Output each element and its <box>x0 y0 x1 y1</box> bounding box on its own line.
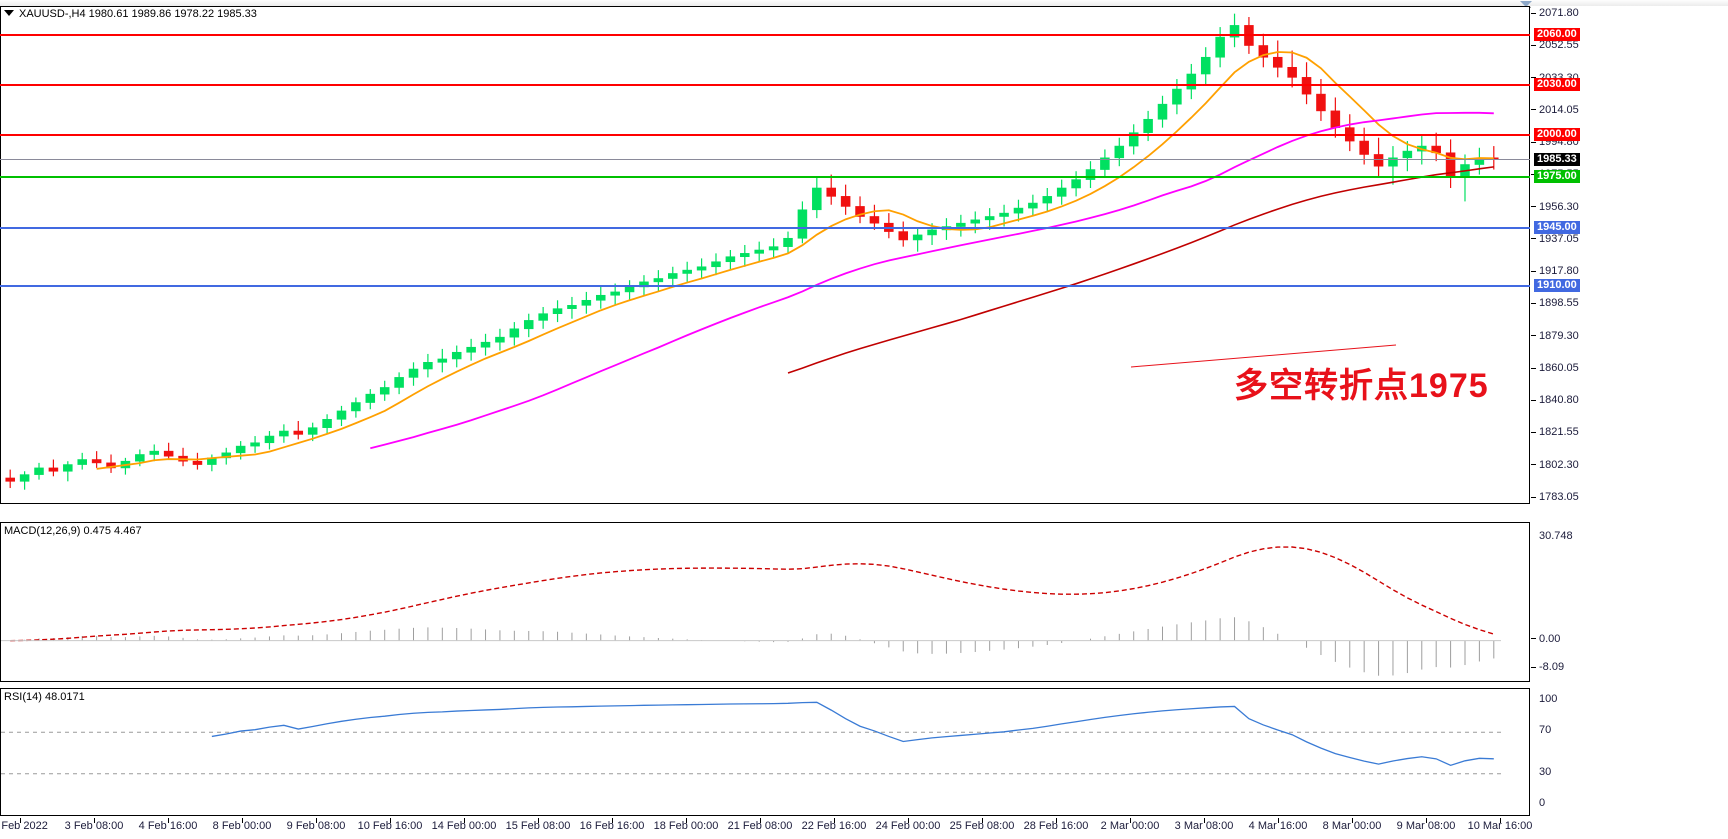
rsi-tick: 70 <box>1539 724 1552 737</box>
price-tick: 2071.80 <box>1531 7 1579 19</box>
turning-point-annotation: 多空转折点1975 <box>1234 367 1489 405</box>
macd-plot <box>1 546 1501 676</box>
rsi-tick: 0 <box>1539 797 1546 809</box>
level-line-resistance[interactable] <box>0 33 1530 36</box>
time-tick-mark <box>686 818 687 823</box>
time-tick-mark <box>168 818 169 823</box>
time-tick-mark <box>242 818 243 823</box>
time-tick-label: 24 Feb 00:00 <box>875 820 941 832</box>
time-tick-label: 4 Feb 16:00 <box>138 820 198 832</box>
price-tick: 1879.30 <box>1531 330 1579 342</box>
time-tick-label: 14 Feb 00:00 <box>431 820 497 832</box>
rsi-axis: 100 70 30 0 <box>1531 688 1728 816</box>
time-tick-label: 10 Mar 16:00 <box>1467 820 1533 832</box>
time-tick-mark <box>20 818 21 823</box>
time-tick-mark <box>1204 818 1205 823</box>
time-tick-mark <box>390 818 391 823</box>
macd-tick: -8.09 <box>1531 661 1564 673</box>
price-tick: 1898.55 <box>1531 297 1579 309</box>
price-axis[interactable]: 2071.802052.552033.302014.051994.801975.… <box>1531 6 1728 504</box>
time-tick-label: 9 Feb 08:00 <box>286 820 346 832</box>
price-tick: 1821.55 <box>1531 426 1579 438</box>
time-tick-mark <box>1056 818 1057 823</box>
time-tick-label: 18 Feb 00:00 <box>653 820 719 832</box>
time-tick-mark <box>1278 818 1279 823</box>
price-tick: 1860.05 <box>1531 362 1579 374</box>
level-tag[interactable]: 1975.00 <box>1534 170 1580 184</box>
chevron-down-icon[interactable] <box>1520 1 1532 7</box>
time-tick-mark <box>760 818 761 823</box>
time-tick-label: 25 Feb 08:00 <box>949 820 1015 832</box>
time-tick-mark <box>834 818 835 823</box>
time-tick-label: 15 Feb 08:00 <box>505 820 571 832</box>
time-tick-mark <box>94 818 95 823</box>
time-tick-mark <box>612 818 613 823</box>
time-axis[interactable]: 2 Feb 2022 3 Feb 08:00 4 Feb 16:00 8 Feb 00… <box>0 818 1728 839</box>
level-tag[interactable]: 2060.00 <box>1534 27 1580 41</box>
level-tag[interactable]: 2000.00 <box>1534 128 1580 142</box>
rsi-plot <box>1 701 1501 775</box>
price-tick: 1840.80 <box>1531 394 1579 406</box>
time-tick-label: 16 Feb 16:00 <box>579 820 645 832</box>
rsi-tick: 30 <box>1539 765 1552 778</box>
time-tick-label: 21 Feb 08:00 <box>727 820 793 832</box>
time-tick-label: 3 Feb 08:00 <box>64 820 124 832</box>
time-tick-mark <box>908 818 909 823</box>
level-tag[interactable]: 2030.00 <box>1534 78 1580 92</box>
macd-tick: 30.748 <box>1539 530 1573 542</box>
rsi-tick: 100 <box>1539 693 1558 705</box>
time-tick-label: 10 Feb 16:00 <box>357 820 423 832</box>
time-tick-mark <box>316 818 317 823</box>
level-tag[interactable]: 1985.33 <box>1534 152 1580 166</box>
level-line-support[interactable] <box>0 285 1530 288</box>
level-line-last-price[interactable] <box>0 158 1530 160</box>
level-line-resistance[interactable] <box>0 84 1530 87</box>
time-tick-mark <box>1352 818 1353 823</box>
price-tick: 2014.05 <box>1531 104 1579 116</box>
level-tag[interactable]: 1910.00 <box>1534 279 1580 293</box>
time-tick-label: 4 Mar 16:00 <box>1248 820 1308 832</box>
level-line-support[interactable] <box>0 226 1530 229</box>
time-tick-mark <box>538 818 539 823</box>
price-tick: 1802.30 <box>1531 459 1579 471</box>
time-tick-mark <box>1500 818 1501 823</box>
price-tick: 1956.30 <box>1531 201 1579 213</box>
macd-axis: 30.748 0.00 -8.09 <box>1531 522 1728 682</box>
price-plot <box>5 13 1499 490</box>
price-tick: 1783.05 <box>1531 491 1579 503</box>
price-chart-panel[interactable] <box>0 6 1530 504</box>
time-tick-label: 2 Mar 00:00 <box>1100 820 1160 832</box>
time-tick-mark <box>1130 818 1131 823</box>
time-tick-label: 28 Feb 16:00 <box>1023 820 1089 832</box>
time-tick-mark <box>1426 818 1427 823</box>
time-tick-mark <box>464 818 465 823</box>
time-tick-label: 22 Feb 16:00 <box>801 820 867 832</box>
level-line-pivot[interactable] <box>0 176 1530 179</box>
price-tick: 2052.55 <box>1531 39 1579 51</box>
macd-panel[interactable]: MACD(12,26,9) 0.475 4.467 <box>0 522 1530 682</box>
level-line-resistance[interactable] <box>0 134 1530 137</box>
symbol-ohlc-text: XAUUSD-,H4 1980.61 1989.86 1978.22 1985.… <box>19 8 257 20</box>
time-tick-label: 8 Mar 00:00 <box>1322 820 1382 832</box>
time-tick-label: 9 Mar 08:00 <box>1396 820 1456 832</box>
time-tick-label: 8 Feb 00:00 <box>212 820 272 832</box>
time-tick-label: 3 Mar 08:00 <box>1174 820 1234 832</box>
macd-tick: 0.00 <box>1531 633 1560 645</box>
price-tick: 1917.80 <box>1531 265 1579 277</box>
symbol-info-bar: XAUUSD-,H4 1980.61 1989.86 1978.22 1985.… <box>0 8 600 22</box>
rsi-label: RSI(14) 48.0171 <box>4 691 85 703</box>
level-tag[interactable]: 1945.00 <box>1534 220 1580 234</box>
macd-label: MACD(12,26,9) 0.475 4.467 <box>4 525 142 537</box>
collapse-caret-icon[interactable] <box>4 10 14 17</box>
price-tick: 1937.05 <box>1531 233 1579 245</box>
time-tick-label: 2 Feb 2022 <box>0 820 48 832</box>
rsi-panel[interactable]: RSI(14) 48.0171 <box>0 688 1530 816</box>
time-tick-mark <box>982 818 983 823</box>
